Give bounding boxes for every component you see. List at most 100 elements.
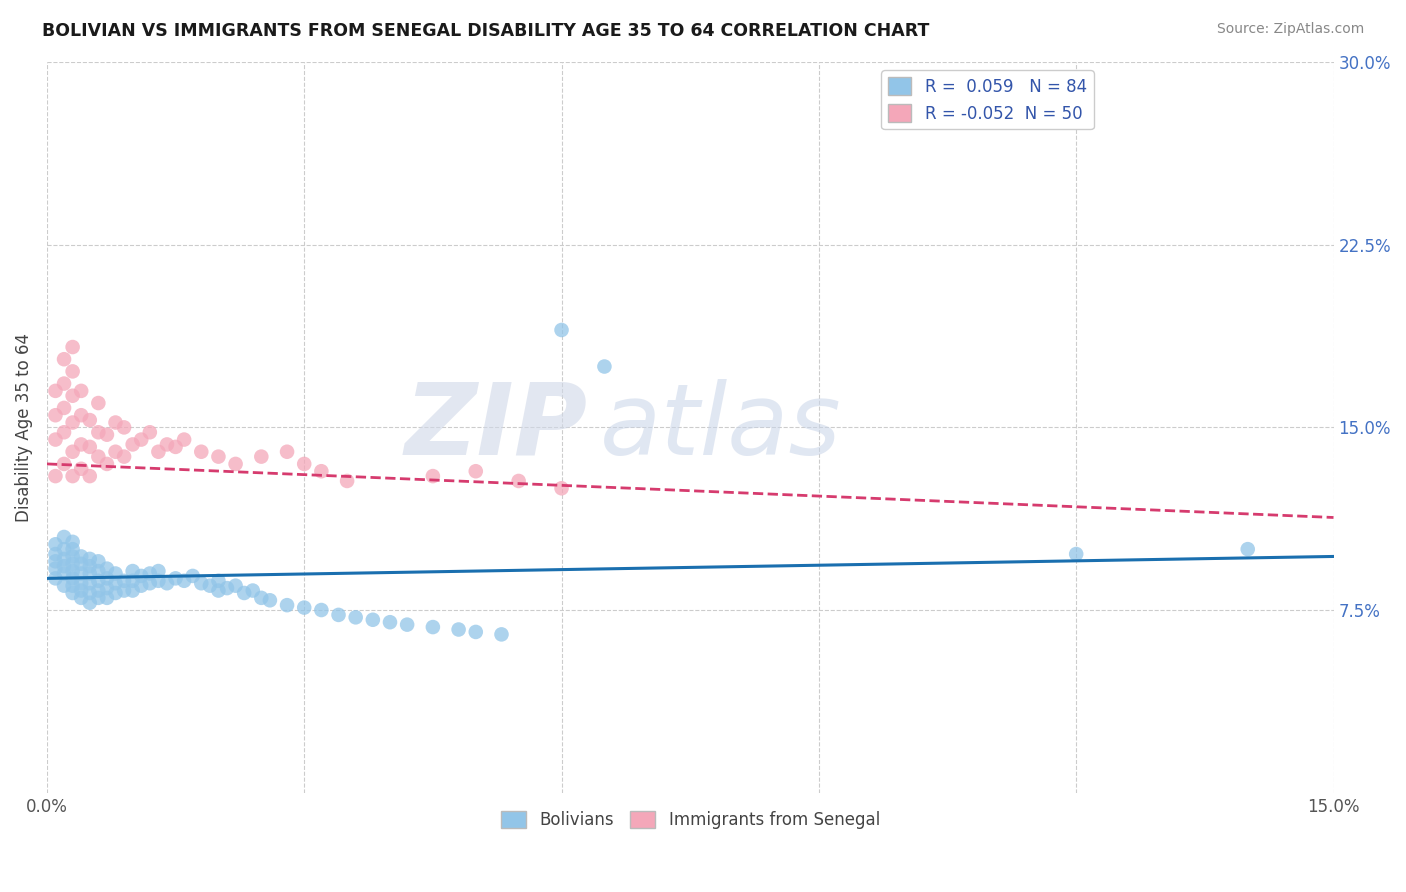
Point: [207, 583, 229, 598]
Point: [173, 574, 195, 588]
Point: [104, 576, 127, 591]
Point: [62, 340, 84, 354]
Point: [148, 574, 170, 588]
Point: [250, 450, 273, 464]
Point: [79, 596, 101, 610]
Point: [276, 598, 298, 612]
Point: [62, 586, 84, 600]
Point: [112, 450, 135, 464]
Point: [508, 474, 530, 488]
Point: [53, 559, 76, 574]
Point: [156, 576, 179, 591]
Point: [344, 610, 367, 624]
Point: [70, 591, 93, 605]
Point: [79, 413, 101, 427]
Point: [156, 437, 179, 451]
Point: [464, 464, 486, 478]
Point: [148, 444, 170, 458]
Point: [79, 586, 101, 600]
Point: [148, 564, 170, 578]
Point: [87, 396, 110, 410]
Point: [62, 571, 84, 585]
Text: Source: ZipAtlas.com: Source: ZipAtlas.com: [1216, 22, 1364, 37]
Point: [104, 566, 127, 581]
Point: [129, 433, 152, 447]
Point: [62, 579, 84, 593]
Point: [422, 469, 444, 483]
Point: [96, 581, 118, 595]
Y-axis label: Disability Age 35 to 64: Disability Age 35 to 64: [15, 333, 32, 522]
Point: [259, 593, 281, 607]
Point: [104, 416, 127, 430]
Point: [173, 433, 195, 447]
Point: [79, 566, 101, 581]
Point: [165, 440, 187, 454]
Point: [44, 469, 66, 483]
Point: [87, 450, 110, 464]
Point: [70, 462, 93, 476]
Point: [276, 444, 298, 458]
Point: [70, 557, 93, 571]
Point: [44, 571, 66, 585]
Point: [112, 574, 135, 588]
Point: [70, 566, 93, 581]
Point: [104, 444, 127, 458]
Point: [62, 534, 84, 549]
Point: [207, 450, 229, 464]
Point: [79, 559, 101, 574]
Point: [44, 384, 66, 398]
Point: [70, 576, 93, 591]
Point: [53, 401, 76, 415]
Point: [70, 583, 93, 598]
Legend: Bolivians, Immigrants from Senegal: Bolivians, Immigrants from Senegal: [494, 804, 886, 836]
Point: [96, 561, 118, 575]
Point: [87, 425, 110, 440]
Point: [96, 591, 118, 605]
Point: [550, 481, 572, 495]
Point: [87, 564, 110, 578]
Point: [225, 457, 247, 471]
Point: [215, 581, 238, 595]
Point: [70, 549, 93, 564]
Point: [181, 569, 204, 583]
Point: [87, 591, 110, 605]
Point: [44, 547, 66, 561]
Point: [79, 440, 101, 454]
Point: [396, 617, 419, 632]
Point: [121, 437, 143, 451]
Point: [53, 530, 76, 544]
Point: [53, 425, 76, 440]
Point: [311, 464, 333, 478]
Point: [44, 433, 66, 447]
Point: [1236, 542, 1258, 557]
Point: [139, 576, 162, 591]
Point: [62, 364, 84, 378]
Point: [121, 564, 143, 578]
Point: [422, 620, 444, 634]
Point: [328, 607, 350, 622]
Point: [62, 564, 84, 578]
Point: [250, 591, 273, 605]
Point: [44, 408, 66, 422]
Point: [53, 457, 76, 471]
Point: [292, 457, 315, 471]
Point: [79, 552, 101, 566]
Text: atlas: atlas: [600, 379, 842, 476]
Point: [242, 583, 264, 598]
Point: [593, 359, 616, 374]
Point: [44, 554, 66, 568]
Point: [62, 444, 84, 458]
Point: [79, 469, 101, 483]
Point: [361, 613, 384, 627]
Point: [190, 576, 212, 591]
Point: [378, 615, 401, 630]
Point: [491, 627, 513, 641]
Point: [292, 600, 315, 615]
Point: [447, 623, 470, 637]
Point: [112, 420, 135, 434]
Point: [129, 569, 152, 583]
Point: [62, 469, 84, 483]
Point: [198, 579, 221, 593]
Point: [1064, 547, 1087, 561]
Point: [79, 576, 101, 591]
